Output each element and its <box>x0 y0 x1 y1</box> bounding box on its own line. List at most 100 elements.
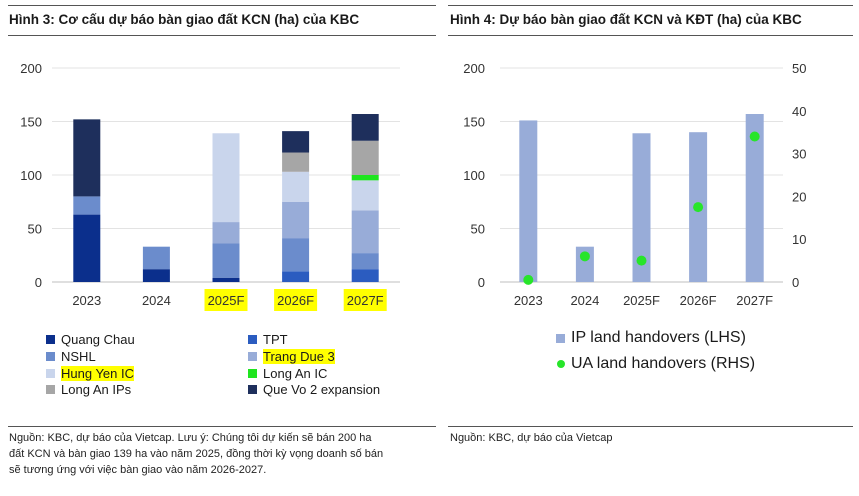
bar-trang-due-3-2026f <box>282 201 310 239</box>
right-y2-tick-label-50: 50 <box>792 61 806 76</box>
x-tick-label-2024: 2024 <box>142 293 171 308</box>
right-x-tick-label-2026f: 2026F <box>680 293 717 308</box>
bar-nshl-2023 <box>73 196 101 215</box>
bar-quang-chau-2024 <box>142 269 170 282</box>
legend-swatch-ip-land <box>556 333 565 343</box>
legend-item-ua-land: UA land handovers (RHS) <box>557 355 755 373</box>
x-tick-highlight-2025f <box>204 289 248 311</box>
legend-swatch-long-an-ips <box>46 385 55 394</box>
bar-long-an-ips-2026f <box>282 152 310 172</box>
left-source-note: Nguồn: KBC, dự báo của Vietcap. Lưu ý: C… <box>9 430 437 478</box>
legend-item-que-vo-2-expansion: Que Vo 2 expansion <box>248 382 380 397</box>
point-ua-land-2024 <box>579 251 590 262</box>
point-ua-land-2023 <box>523 274 534 285</box>
y-tick-label-50: 50 <box>28 222 42 237</box>
bar-tpt-2027f <box>351 269 379 282</box>
bar-nshl-2024 <box>142 246 170 270</box>
left-title-bottom-rule <box>8 35 436 36</box>
legend-swatch-nshl <box>46 352 55 361</box>
right-x-tick-label-2025f: 2025F <box>623 293 660 308</box>
bar-que-vo-2-expansion-2023 <box>73 119 101 197</box>
left-legend: Quang Chau TPT NSHL Trang Due 3 Hung Yen IC L… <box>0 0 440 420</box>
right-y2-tick-label-30: 30 <box>792 147 806 162</box>
bar-hung-yen-ic-2025f <box>212 133 240 223</box>
right-y-tick-label-200: 200 <box>463 61 485 76</box>
bar-quang-chau-2025f <box>212 277 240 282</box>
point-ua-land-2027f <box>749 131 760 142</box>
right-title-bottom-rule <box>448 35 853 36</box>
right-y2-tick-label-20: 20 <box>792 189 806 204</box>
legend-label-quang-chau: Quang Chau <box>61 332 135 347</box>
legend-swatch-trang-due-3 <box>248 352 257 361</box>
left-stacked-bar-chart: 0 50 100 150 200 2023 2024 2025F 2026F 2027F <box>20 61 400 311</box>
bar-hung-yen-ic-2026f <box>282 171 310 202</box>
right-x-tick-label-2023: 2023 <box>514 293 543 308</box>
right-y2-tick-label-40: 40 <box>792 104 806 119</box>
right-x-tick-label-2024: 2024 <box>570 293 599 308</box>
bar-trang-due-3-2025f <box>212 222 240 244</box>
legend-swatch-long-an-ic <box>248 369 257 378</box>
x-tick-label-2026f: 2026F <box>277 293 314 308</box>
legend-label-trang-due-3: Trang Due 3 <box>263 349 335 364</box>
bar-hung-yen-ic-2027f <box>351 180 379 211</box>
bar-trang-due-3-2027f <box>351 210 379 254</box>
legend-label-que-vo-2-expansion: Que Vo 2 expansion <box>263 382 381 397</box>
left-source-line-3: sẽ tương ứng với việc bàn giao vào năm 2… <box>9 464 267 476</box>
y-tick-label-0: 0 <box>35 275 42 290</box>
right-y-tick-label-0: 0 <box>478 275 485 290</box>
left-chart-title: Hình 3: Cơ cấu dự báo bàn giao đất KCN (… <box>9 12 360 27</box>
x-tick-label-2025f: 2025F <box>208 293 245 308</box>
y-tick-label-150: 150 <box>20 115 42 130</box>
legend-item-tpt: TPT <box>248 332 288 347</box>
left-source-line-2: đất KCN và bàn giao 139 ha vào năm 2025,… <box>9 448 384 460</box>
legend-swatch-hung-yen-ic <box>46 369 55 378</box>
bar-nshl-2027f <box>351 253 379 270</box>
legend-label-ip-land: IP land handovers (LHS) <box>571 329 746 346</box>
right-chart-title: Hình 4: Dự báo bàn giao đất KCN và KĐT (… <box>450 12 802 27</box>
right-y-tick-label-100: 100 <box>463 168 485 183</box>
bar-tpt-2026f <box>282 271 310 282</box>
y-tick-label-200: 200 <box>20 61 42 76</box>
bar-long-an-ips-2027f <box>351 140 379 175</box>
legend-item-quang-chau: Quang Chau <box>46 332 135 347</box>
right-footer-rule <box>448 426 853 427</box>
legend-item-long-an-ips: Long An IPs <box>46 382 131 397</box>
left-title-top-rule <box>8 5 436 6</box>
legend-swatch-tpt <box>248 335 257 344</box>
bar-ip-land-2023 <box>519 120 538 283</box>
right-y-tick-label-50: 50 <box>471 222 485 237</box>
right-bar-scatter-chart: 0 50 100 150 200 0 10 20 30 40 50 2023 2024 2025F 2026… <box>463 61 806 308</box>
right-title-top-rule <box>448 5 853 6</box>
legend-item-ip-land: IP land handovers (LHS) <box>556 329 746 347</box>
point-ua-land-2025f <box>636 255 647 266</box>
legend-item-hung-yen-ic: Hung Yen IC <box>46 366 135 381</box>
bar-ip-land-2025f <box>632 133 651 282</box>
right-source-note: Nguồn: KBC, dự báo của Vietcap <box>450 432 613 444</box>
bar-quang-chau-2023 <box>73 214 101 282</box>
bar-ip-land-2027f <box>745 114 764 282</box>
legend-item-nshl: NSHL <box>46 349 96 364</box>
x-tick-highlight-2026f <box>274 289 318 311</box>
bar-nshl-2026f <box>282 238 310 272</box>
right-y2-tick-label-10: 10 <box>792 232 806 247</box>
right-y2-tick-label-0: 0 <box>792 275 799 290</box>
bar-que-vo-2-expansion-2027f <box>351 114 379 141</box>
legend-label-ua-land: UA land handovers (RHS) <box>571 355 756 372</box>
legend-label-long-an-ic: Long An IC <box>263 366 328 381</box>
x-tick-highlight-2027f <box>343 289 387 311</box>
legend-item-trang-due-3: Trang Due 3 <box>248 349 335 364</box>
point-ua-land-2026f <box>693 202 704 213</box>
legend-item-long-an-ic: Long An IC <box>248 366 327 381</box>
legend-label-tpt: TPT <box>263 332 288 347</box>
legend-label-nshl: NSHL <box>61 349 96 364</box>
legend-swatch-que-vo-2-expansion <box>248 385 257 394</box>
legend-label-long-an-ips: Long An IPs <box>61 382 132 397</box>
right-y-tick-label-150: 150 <box>463 115 485 130</box>
bar-que-vo-2-expansion-2026f <box>282 131 310 153</box>
right-x-tick-label-2027f: 2027F <box>736 293 773 308</box>
left-footer-rule <box>8 426 436 427</box>
x-tick-label-2023: 2023 <box>72 293 101 308</box>
bar-long-an-ic-2027f <box>351 175 379 181</box>
bar-nshl-2025f <box>212 243 240 278</box>
x-tick-label-2027f: 2027F <box>347 293 384 308</box>
